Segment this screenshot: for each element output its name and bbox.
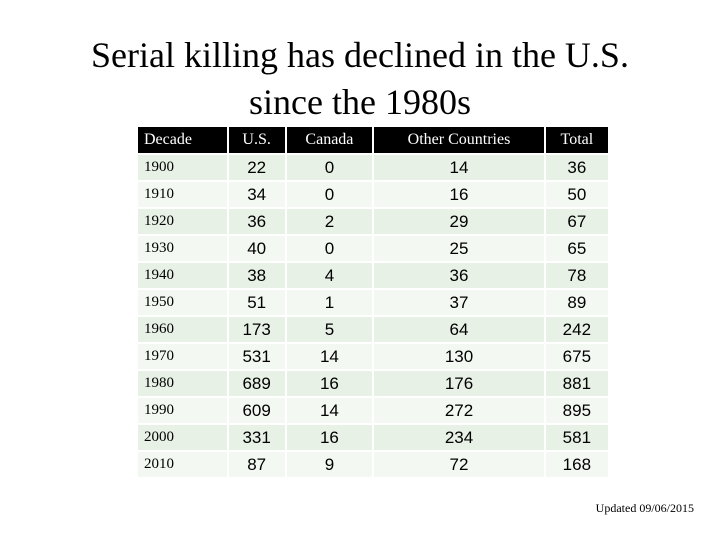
cell-total: 581	[545, 425, 608, 450]
cell-canada: 9	[286, 452, 373, 477]
table-row: 1990 609 14 272 895	[138, 398, 608, 423]
cell-total: 78	[545, 263, 608, 288]
cell-canada: 4	[286, 263, 373, 288]
cell-canada: 0	[286, 182, 373, 207]
cell-total: 242	[545, 317, 608, 342]
header-canada: Canada	[286, 127, 373, 153]
table-row: 1970 531 14 130 675	[138, 344, 608, 369]
slide-title-line-2: since the 1980s	[249, 82, 471, 122]
cell-total: 168	[545, 452, 608, 477]
table-body: 1900 22 0 14 36 1910 34 0 16 50 1920 36 2 29 67 1930 40 0…	[138, 155, 608, 477]
cell-total: 50	[545, 182, 608, 207]
cell-canada: 0	[286, 155, 373, 180]
cell-other-countries: 37	[374, 290, 544, 315]
cell-total: 675	[545, 344, 608, 369]
serial-killers-table: Decade U.S. Canada Other Countries Total…	[136, 125, 610, 479]
cell-us: 36	[228, 209, 285, 234]
table-row: 1920 36 2 29 67	[138, 209, 608, 234]
header-other-countries: Other Countries	[374, 127, 544, 153]
cell-other-countries: 272	[374, 398, 544, 423]
cell-us: 38	[228, 263, 285, 288]
cell-decade: 1910	[138, 182, 227, 207]
table-header-row: Decade U.S. Canada Other Countries Total	[138, 127, 608, 153]
cell-decade: 1940	[138, 263, 227, 288]
cell-total: 65	[545, 236, 608, 261]
cell-canada: 14	[286, 344, 373, 369]
cell-decade: 1990	[138, 398, 227, 423]
cell-decade: 2000	[138, 425, 227, 450]
cell-other-countries: 130	[374, 344, 544, 369]
cell-other-countries: 14	[374, 155, 544, 180]
cell-us: 40	[228, 236, 285, 261]
cell-decade: 1900	[138, 155, 227, 180]
cell-total: 881	[545, 371, 608, 396]
cell-other-countries: 36	[374, 263, 544, 288]
cell-total: 89	[545, 290, 608, 315]
cell-decade: 1980	[138, 371, 227, 396]
cell-us: 689	[228, 371, 285, 396]
table-row: 1940 38 4 36 78	[138, 263, 608, 288]
cell-other-countries: 64	[374, 317, 544, 342]
slide-title-line-1: Serial killing has declined in the U.S.	[91, 35, 629, 75]
cell-other-countries: 16	[374, 182, 544, 207]
table-row: 1900 22 0 14 36	[138, 155, 608, 180]
table-row: 1930 40 0 25 65	[138, 236, 608, 261]
table-row: 1980 689 16 176 881	[138, 371, 608, 396]
cell-canada: 5	[286, 317, 373, 342]
cell-us: 173	[228, 317, 285, 342]
cell-us: 51	[228, 290, 285, 315]
cell-decade: 1950	[138, 290, 227, 315]
header-us: U.S.	[228, 127, 285, 153]
cell-decade: 2010	[138, 452, 227, 477]
cell-other-countries: 25	[374, 236, 544, 261]
cell-us: 331	[228, 425, 285, 450]
cell-total: 36	[545, 155, 608, 180]
cell-total: 67	[545, 209, 608, 234]
cell-canada: 14	[286, 398, 373, 423]
table-row: 1910 34 0 16 50	[138, 182, 608, 207]
cell-decade: 1930	[138, 236, 227, 261]
cell-us: 34	[228, 182, 285, 207]
table-row: 1960 173 5 64 242	[138, 317, 608, 342]
header-total: Total	[545, 127, 608, 153]
cell-canada: 1	[286, 290, 373, 315]
slide-title: Serial killing has declined in the U.S. …	[60, 32, 660, 126]
cell-other-countries: 72	[374, 452, 544, 477]
cell-other-countries: 234	[374, 425, 544, 450]
table-row: 2000 331 16 234 581	[138, 425, 608, 450]
header-decade: Decade	[138, 127, 227, 153]
cell-canada: 2	[286, 209, 373, 234]
cell-canada: 16	[286, 425, 373, 450]
cell-decade: 1920	[138, 209, 227, 234]
cell-decade: 1960	[138, 317, 227, 342]
cell-us: 531	[228, 344, 285, 369]
cell-us: 87	[228, 452, 285, 477]
cell-canada: 0	[286, 236, 373, 261]
cell-canada: 16	[286, 371, 373, 396]
cell-decade: 1970	[138, 344, 227, 369]
table-row: 1950 51 1 37 89	[138, 290, 608, 315]
cell-other-countries: 29	[374, 209, 544, 234]
cell-us: 22	[228, 155, 285, 180]
cell-us: 609	[228, 398, 285, 423]
table-row: 2010 87 9 72 168	[138, 452, 608, 477]
cell-other-countries: 176	[374, 371, 544, 396]
updated-note: Updated 09/06/2015	[595, 501, 694, 515]
cell-total: 895	[545, 398, 608, 423]
